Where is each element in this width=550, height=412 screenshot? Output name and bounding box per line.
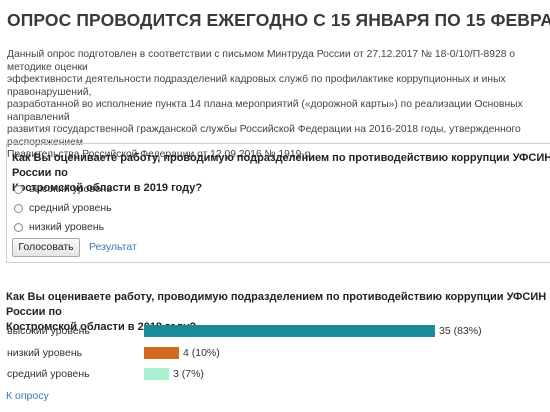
result-bar [144,347,179,359]
vote-button[interactable]: Голосовать [12,238,80,257]
result-label: низкий уровень [7,347,83,359]
result-label: высокий уровень [7,325,90,337]
result-value: 35 (83%) [439,325,482,337]
result-row: средний уровень 3 (7%) [7,367,550,381]
intro-text: Данный опрос подготовлен в соответствии … [7,49,523,160]
poll-option-label: средний уровень [29,202,112,214]
poll-option-low[interactable]: низкий уровень [14,220,104,234]
poll-option-label: высокий уровень [29,183,112,195]
result-row: низкий уровень 4 (10%) [7,346,550,360]
result-row: высокий уровень 35 (83%) [7,324,550,338]
poll-form: Как Вы оцениваете работу, проводимую под… [6,143,550,263]
result-label: средний уровень [7,368,90,380]
results-link[interactable]: Результат [89,241,137,253]
poll-option-label: низкий уровень [29,221,105,233]
poll-question: Как Вы оцениваете работу, проводимую под… [12,152,550,194]
poll-option-medium[interactable]: средний уровень [14,201,112,215]
radio-button[interactable] [14,184,23,194]
back-to-poll-link[interactable]: К опросу [6,390,49,402]
page-title: ОПРОС ПРОВОДИТСЯ ЕЖЕГОДНО С 15 ЯНВАРЯ ПО… [7,10,550,30]
result-value: 3 (7%) [173,368,204,380]
result-value: 4 (10%) [183,347,220,359]
poll-option-high[interactable]: высокий уровень [14,182,112,196]
result-bar [144,368,169,380]
radio-button[interactable] [14,203,23,213]
result-bar [144,325,435,337]
radio-button[interactable] [14,222,23,232]
